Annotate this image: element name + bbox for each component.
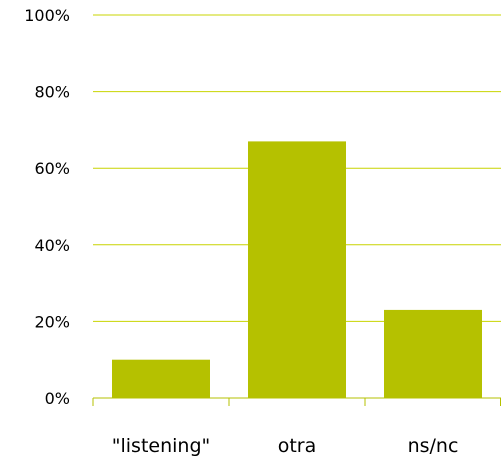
y-tick-label: 40% [34,236,70,255]
x-category-label: ns/nc [408,435,459,457]
x-axis-category-labels: "listening" otra ns/nc [112,435,459,457]
bar [112,359,210,398]
y-tick-label: 60% [34,159,70,178]
x-category-label: "listening" [112,435,211,457]
bars [112,141,482,398]
y-tick-label: 100% [24,6,70,25]
x-axis [92,397,501,406]
y-axis-tick-labels: 0% 20% 40% 60% 80% 100% [24,6,70,408]
y-tick-label: 20% [34,312,70,331]
bar [248,141,346,398]
x-category-label: otra [278,435,317,457]
y-tick-label: 0% [45,389,70,408]
bar [384,309,482,398]
y-tick-label: 80% [34,83,70,102]
